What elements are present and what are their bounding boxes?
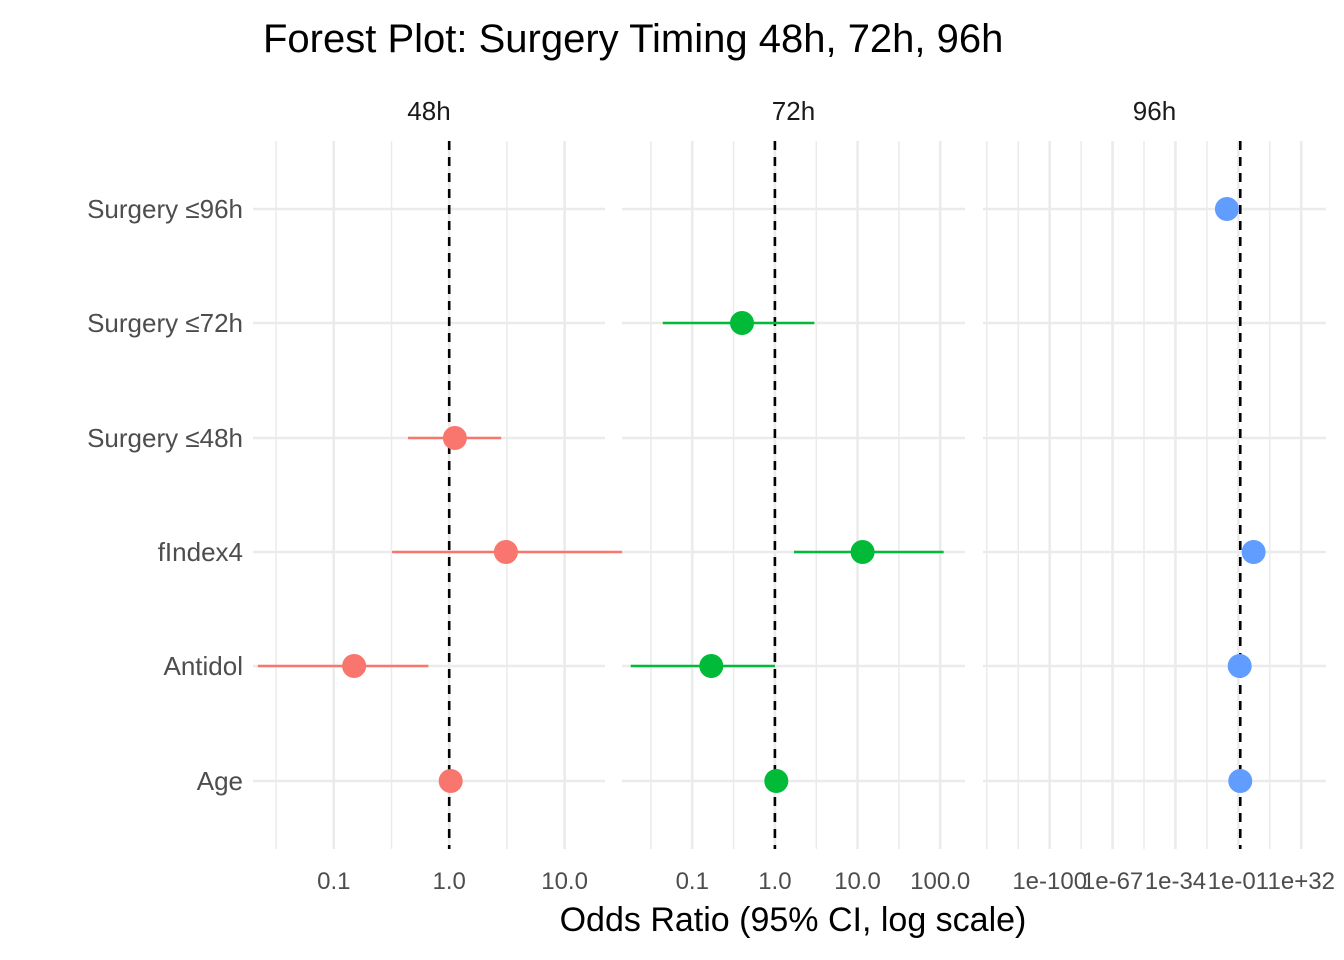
odds-ratio-point [438, 769, 463, 793]
facet-strip-label: 96h [1133, 96, 1176, 126]
odds-ratio-point [1241, 540, 1266, 564]
facet-panel-72h: 0.1 1.0 10.0 100.0 72h [622, 96, 970, 895]
y-tick-label: Surgery ≤72h [87, 308, 243, 338]
x-tick-label: 1e-34 [1145, 868, 1206, 895]
x-tick-label: 0.1 [317, 868, 350, 895]
x-tick-label: 0.1 [676, 868, 709, 895]
odds-ratio-point [1227, 654, 1252, 678]
x-tick-label: 10.0 [541, 868, 588, 895]
x-tick-label: 1e+32 [1268, 868, 1335, 895]
x-axis-label: Odds Ratio (95% CI, log scale) [560, 901, 1027, 939]
x-tick-label: 1e-01 [1208, 868, 1269, 895]
facet-strip-label: 72h [772, 96, 815, 126]
odds-ratio-point [764, 769, 789, 793]
odds-ratio-point [442, 426, 467, 450]
x-tick-label: 1.0 [433, 868, 466, 895]
odds-ratio-point [493, 540, 518, 564]
y-tick-label: Age [197, 766, 243, 796]
odds-ratio-point [342, 654, 367, 678]
y-axis-labels: Surgery ≤96h Surgery ≤72h Surgery ≤48h fInd… [87, 194, 243, 796]
x-tick-label: 1e-67 [1082, 868, 1143, 895]
odds-ratio-point [1214, 197, 1239, 221]
odds-ratio-point [1228, 769, 1253, 793]
x-tick-label: 1.0 [758, 868, 791, 895]
y-tick-label: fIndex4 [158, 537, 243, 567]
odds-ratio-point [850, 540, 875, 564]
facet-strip-label: 48h [407, 96, 450, 126]
odds-ratio-point [699, 654, 724, 678]
facet-panel-48h: 0.1 1.0 10.0 48h [253, 96, 623, 895]
x-tick-label: 10.0 [834, 868, 881, 895]
y-tick-label: Surgery ≤96h [87, 194, 243, 224]
x-tick-label: 1e-100 [1012, 868, 1087, 895]
odds-ratio-point [730, 311, 755, 335]
y-tick-label: Antidol [164, 651, 244, 681]
y-tick-label: Surgery ≤48h [87, 423, 243, 453]
chart-title: Forest Plot: Surgery Timing 48h, 72h, 96… [263, 17, 1003, 61]
x-tick-label: 100.0 [910, 868, 970, 895]
